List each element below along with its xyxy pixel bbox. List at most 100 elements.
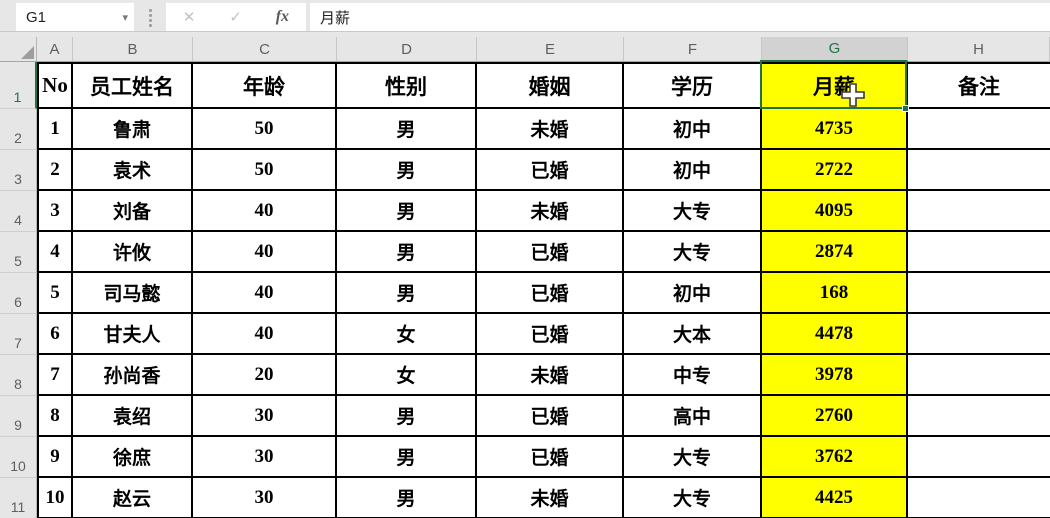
enter-icon[interactable]: ✓: [229, 9, 242, 26]
row-header-3[interactable]: 3: [0, 150, 37, 191]
column-header-B[interactable]: B: [73, 37, 193, 62]
cell-G7[interactable]: 4478: [762, 314, 908, 355]
cell-F10[interactable]: 大专: [624, 437, 762, 478]
cell-H3[interactable]: [908, 150, 1050, 191]
name-box-dropdown-icon[interactable]: ▾: [122, 11, 128, 24]
cell-G9[interactable]: 2760: [762, 396, 908, 437]
row-header-7[interactable]: 7: [0, 314, 37, 355]
cell-A2[interactable]: 1: [37, 109, 73, 150]
column-header-F[interactable]: F: [624, 37, 762, 62]
cell-G1[interactable]: 月薪: [762, 62, 908, 109]
select-all-corner[interactable]: [0, 37, 37, 62]
cell-E11[interactable]: 未婚: [477, 478, 624, 518]
cell-E8[interactable]: 未婚: [477, 355, 624, 396]
cell-E3[interactable]: 已婚: [477, 150, 624, 191]
row-header-6[interactable]: 6: [0, 273, 37, 314]
cell-H9[interactable]: [908, 396, 1050, 437]
cell-D10[interactable]: 男: [337, 437, 477, 478]
cell-C7[interactable]: 40: [193, 314, 337, 355]
cell-A8[interactable]: 7: [37, 355, 73, 396]
cell-H8[interactable]: [908, 355, 1050, 396]
cell-D7[interactable]: 女: [337, 314, 477, 355]
column-header-G[interactable]: G: [762, 37, 908, 62]
cell-B10[interactable]: 徐庶: [73, 437, 193, 478]
cell-D2[interactable]: 男: [337, 109, 477, 150]
cell-E4[interactable]: 未婚: [477, 191, 624, 232]
cell-G10[interactable]: 3762: [762, 437, 908, 478]
row-header-11[interactable]: 11: [0, 478, 37, 518]
cell-C3[interactable]: 50: [193, 150, 337, 191]
column-header-A[interactable]: A: [37, 37, 73, 62]
row-header-9[interactable]: 9: [0, 396, 37, 437]
cell-C10[interactable]: 30: [193, 437, 337, 478]
column-header-D[interactable]: D: [337, 37, 477, 62]
cell-H4[interactable]: [908, 191, 1050, 232]
cell-A3[interactable]: 2: [37, 150, 73, 191]
cell-E1[interactable]: 婚姻: [477, 62, 624, 109]
cell-F3[interactable]: 初中: [624, 150, 762, 191]
cell-A9[interactable]: 8: [37, 396, 73, 437]
row-header-10[interactable]: 10: [0, 437, 37, 478]
cell-H5[interactable]: [908, 232, 1050, 273]
cell-A7[interactable]: 6: [37, 314, 73, 355]
cell-D8[interactable]: 女: [337, 355, 477, 396]
cell-H1[interactable]: 备注: [908, 62, 1050, 109]
row-header-2[interactable]: 2: [0, 109, 37, 150]
cell-E9[interactable]: 已婚: [477, 396, 624, 437]
cell-G11[interactable]: 4425: [762, 478, 908, 518]
cell-C11[interactable]: 30: [193, 478, 337, 518]
cell-F2[interactable]: 初中: [624, 109, 762, 150]
cell-G8[interactable]: 3978: [762, 355, 908, 396]
cell-F1[interactable]: 学历: [624, 62, 762, 109]
row-header-1[interactable]: 1: [0, 62, 37, 109]
cell-A5[interactable]: 4: [37, 232, 73, 273]
name-box[interactable]: G1 ▾: [16, 3, 134, 31]
row-header-8[interactable]: 8: [0, 355, 37, 396]
cell-C1[interactable]: 年龄: [193, 62, 337, 109]
cell-C2[interactable]: 50: [193, 109, 337, 150]
cell-G2[interactable]: 4735: [762, 109, 908, 150]
cell-B11[interactable]: 赵云: [73, 478, 193, 518]
cell-A10[interactable]: 9: [37, 437, 73, 478]
cell-A4[interactable]: 3: [37, 191, 73, 232]
cell-B1[interactable]: 员工姓名: [73, 62, 193, 109]
cell-H10[interactable]: [908, 437, 1050, 478]
cell-F5[interactable]: 大专: [624, 232, 762, 273]
cell-G5[interactable]: 2874: [762, 232, 908, 273]
cell-H6[interactable]: [908, 273, 1050, 314]
cell-G3[interactable]: 2722: [762, 150, 908, 191]
cell-C9[interactable]: 30: [193, 396, 337, 437]
cell-B3[interactable]: 袁术: [73, 150, 193, 191]
cell-F7[interactable]: 大本: [624, 314, 762, 355]
cell-E6[interactable]: 已婚: [477, 273, 624, 314]
cell-D6[interactable]: 男: [337, 273, 477, 314]
cell-D9[interactable]: 男: [337, 396, 477, 437]
cell-E7[interactable]: 已婚: [477, 314, 624, 355]
cell-B4[interactable]: 刘备: [73, 191, 193, 232]
cell-H2[interactable]: [908, 109, 1050, 150]
cell-B7[interactable]: 甘夫人: [73, 314, 193, 355]
cell-D1[interactable]: 性别: [337, 62, 477, 109]
cell-H7[interactable]: [908, 314, 1050, 355]
row-header-4[interactable]: 4: [0, 191, 37, 232]
cell-C8[interactable]: 20: [193, 355, 337, 396]
cell-E5[interactable]: 已婚: [477, 232, 624, 273]
cell-E10[interactable]: 已婚: [477, 437, 624, 478]
cell-A1[interactable]: No: [37, 62, 73, 109]
cell-H11[interactable]: [908, 478, 1050, 518]
insert-function-icon[interactable]: fx: [275, 8, 290, 25]
cell-B8[interactable]: 孙尚香: [73, 355, 193, 396]
cell-D4[interactable]: 男: [337, 191, 477, 232]
cell-B5[interactable]: 许攸: [73, 232, 193, 273]
cell-D11[interactable]: 男: [337, 478, 477, 518]
cell-A11[interactable]: 10: [37, 478, 73, 518]
cell-C6[interactable]: 40: [193, 273, 337, 314]
cell-C4[interactable]: 40: [193, 191, 337, 232]
formula-bar[interactable]: 月薪: [310, 3, 1050, 31]
cell-D5[interactable]: 男: [337, 232, 477, 273]
cell-C5[interactable]: 40: [193, 232, 337, 273]
cell-G4[interactable]: 4095: [762, 191, 908, 232]
cell-F9[interactable]: 高中: [624, 396, 762, 437]
cell-D3[interactable]: 男: [337, 150, 477, 191]
column-header-E[interactable]: E: [477, 37, 624, 62]
